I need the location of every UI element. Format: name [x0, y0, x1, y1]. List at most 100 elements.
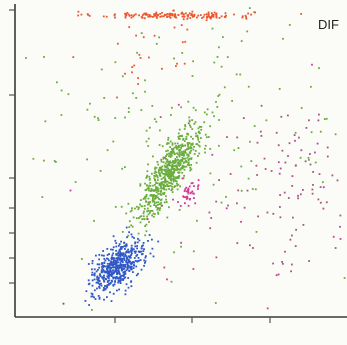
scatter-point [210, 16, 213, 19]
scatter-point [171, 183, 174, 185]
scatter-point [140, 205, 143, 208]
scatter-point [175, 146, 178, 149]
scatter-point [172, 160, 174, 162]
scatter-point [158, 182, 161, 185]
scatter-point [156, 17, 158, 19]
scatter-point [128, 251, 130, 254]
scatter-point [211, 14, 214, 16]
scatter-point [187, 148, 189, 151]
scatter-point [115, 262, 118, 265]
scatter-point [159, 199, 162, 201]
scatter-point [225, 196, 227, 198]
scatter-point [146, 207, 149, 210]
scatter-point [175, 16, 178, 19]
scatter-point [115, 265, 118, 268]
scatter-point [93, 289, 96, 292]
scatter-point [132, 271, 134, 273]
scatter-point [152, 255, 155, 258]
scatter-point [239, 73, 242, 76]
scatter-point [154, 213, 156, 215]
scatter-point [110, 257, 113, 259]
scatter-point [131, 252, 133, 255]
scatter-point [173, 165, 176, 167]
scatter-point [124, 276, 127, 279]
scatter-point [171, 164, 174, 166]
scatter-point [209, 17, 212, 20]
scatter-point [189, 169, 192, 172]
scatter-point [332, 235, 335, 238]
scatter-point [166, 216, 169, 219]
scatter-point [173, 171, 176, 174]
scatter-point [247, 12, 249, 15]
scatter-point [134, 245, 137, 248]
scatter-point [152, 184, 154, 187]
scatter-point [77, 10, 80, 13]
scatter-point [187, 100, 190, 103]
scatter-point [291, 234, 293, 237]
scatter-point [190, 191, 193, 194]
scatter-point [170, 177, 173, 180]
scatter-point [184, 157, 186, 160]
scatter-point [120, 257, 122, 260]
scatter-point [97, 295, 100, 297]
scatter-point [117, 269, 120, 271]
scatter-point [112, 235, 115, 238]
scatter-point [140, 247, 143, 250]
scatter-point [183, 140, 186, 142]
scatter-point [199, 14, 202, 16]
scatter-point [256, 174, 258, 176]
channel-label: DIF [318, 17, 339, 32]
scatter-point [150, 15, 152, 18]
scatter-point [200, 128, 203, 131]
scatter-point [198, 130, 200, 133]
scatter-point [161, 165, 164, 168]
scatter-point [187, 191, 190, 194]
scatter-point [177, 177, 180, 179]
scatter-point [277, 144, 280, 147]
scatter-point [170, 280, 173, 283]
scatter-point [163, 188, 166, 191]
scatter-point [186, 197, 189, 200]
scatter-point [208, 211, 211, 214]
scatter-point [173, 160, 176, 163]
scatter-point [101, 262, 104, 264]
scatter-point [126, 261, 129, 264]
scatter-point [213, 61, 216, 64]
scatter-point [142, 212, 145, 215]
scatter-point [152, 212, 155, 215]
scatter-point [310, 131, 313, 134]
scatter-point [229, 173, 232, 175]
scatter-point [130, 224, 133, 227]
scatter-point [155, 15, 158, 18]
scatter-point [226, 56, 229, 58]
scatter-point [193, 153, 196, 155]
scatter-point [250, 13, 252, 16]
scatter-point [133, 264, 135, 267]
scatter-point [56, 81, 58, 84]
scatter-point [212, 14, 215, 16]
scatter-point [157, 213, 160, 215]
scatter-point [182, 177, 185, 179]
scatter-point [126, 263, 129, 266]
scatter-point [339, 214, 342, 217]
scatter-point [193, 197, 195, 199]
scatter-point [174, 168, 176, 171]
scatter-point [207, 11, 210, 14]
scatter-point [156, 13, 159, 16]
scatter-point [100, 282, 102, 285]
scatter-point [98, 280, 101, 282]
scatter-point [184, 152, 187, 154]
scatter-point [145, 189, 148, 191]
scatter-point [164, 185, 167, 187]
scatter-point [167, 149, 169, 152]
scatter-point [119, 275, 122, 278]
scatter-point [164, 177, 167, 180]
scatter-point [127, 107, 130, 110]
scatter-point [183, 174, 185, 177]
scatter-point [100, 271, 103, 273]
scatter-point [93, 268, 96, 271]
scatter-point [188, 142, 191, 144]
scatter-point [147, 137, 150, 140]
scatter-point [197, 137, 199, 139]
scatter-point [180, 167, 182, 170]
